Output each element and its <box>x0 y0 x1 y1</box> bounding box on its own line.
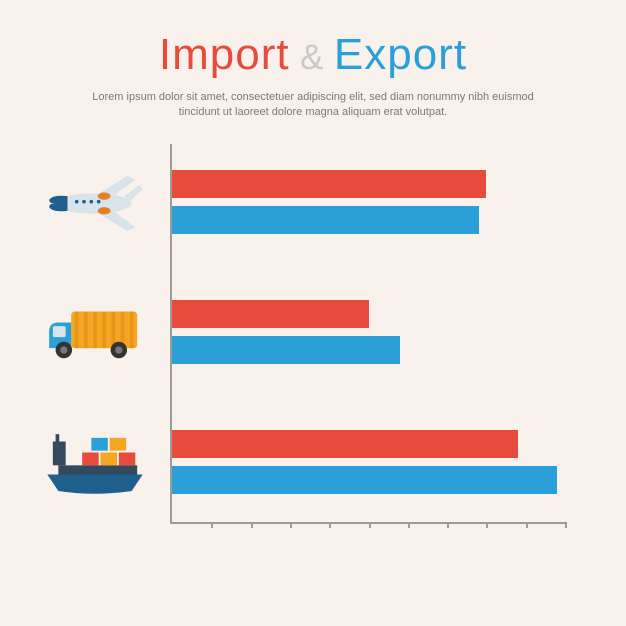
x-tick <box>290 522 292 528</box>
import-export-chart <box>170 144 565 524</box>
bar-air-export <box>172 206 479 234</box>
bar-road-export <box>172 336 400 364</box>
subtitle-text: Lorem ipsum dolor sit amet, consectetuer… <box>73 90 553 120</box>
truck-icon <box>40 287 150 377</box>
x-tick <box>251 522 253 528</box>
x-tick <box>408 522 410 528</box>
title-ampersand: & <box>300 38 323 78</box>
x-tick <box>329 522 331 528</box>
x-tick <box>565 522 567 528</box>
title-import: Import <box>159 30 290 80</box>
bar-air-import <box>172 170 486 198</box>
bar-sea-export <box>172 466 557 494</box>
x-tick <box>486 522 488 528</box>
x-axis-ticks <box>172 522 565 528</box>
bar-road-import <box>172 300 369 328</box>
chart-group-sea <box>172 422 565 502</box>
x-tick <box>526 522 528 528</box>
bar-sea-import <box>172 430 518 458</box>
ship-icon <box>40 417 150 507</box>
x-tick <box>369 522 371 528</box>
x-tick <box>447 522 449 528</box>
airplane-icon <box>40 157 150 247</box>
x-tick <box>211 522 213 528</box>
page-title: Import & Export <box>40 30 586 80</box>
title-export: Export <box>334 30 467 80</box>
chart-group-air <box>172 162 565 242</box>
chart-group-road <box>172 292 565 372</box>
